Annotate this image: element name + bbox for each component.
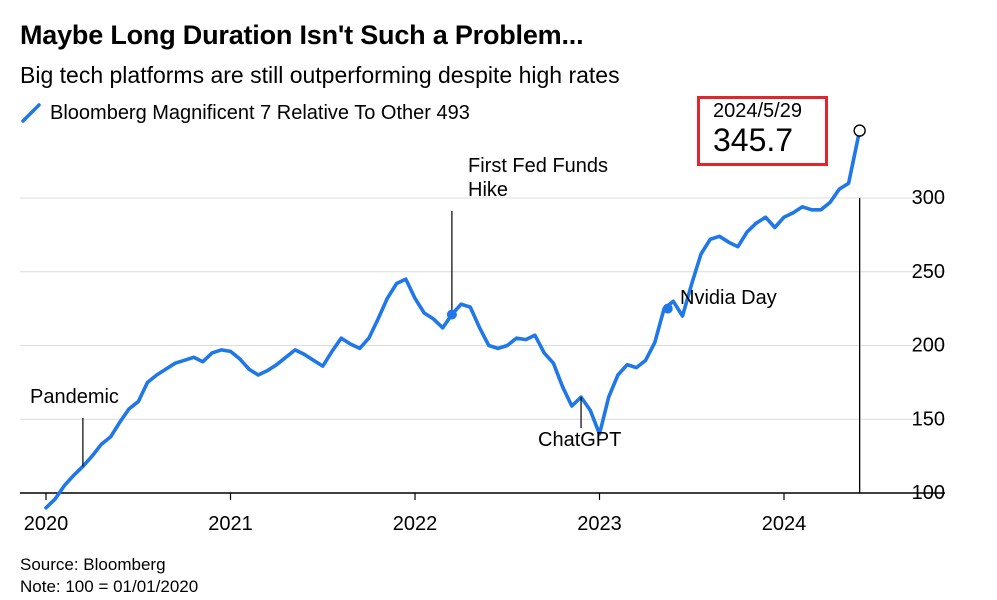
x-tick-label-2020: 2020 — [24, 513, 69, 535]
annotation-fed-hike-label-line2: Hike — [468, 179, 508, 201]
legend-label: Bloomberg Magnificent 7 Relative To Othe… — [50, 101, 470, 124]
annotation-fed-hike-label: First Fed Funds — [468, 155, 608, 177]
latest-value-callout: 2024/5/29 345.7 — [697, 96, 828, 166]
x-tick-label-2021: 2021 — [208, 513, 253, 535]
y-tick-label-150: 150 — [912, 408, 945, 430]
latest-value-marker — [853, 124, 866, 137]
annotation-fed-hike-marker — [446, 309, 457, 320]
callout-value: 345.7 — [713, 122, 794, 158]
y-tick-label-200: 200 — [912, 335, 945, 357]
annotation-nvidia-marker — [662, 303, 673, 314]
callout-date: 2024/5/29 — [713, 100, 802, 122]
x-tick-label-2024: 2024 — [762, 513, 807, 535]
source-note: Source: Bloomberg — [20, 555, 166, 574]
baseline-note: Note: 100 = 01/01/2020 — [20, 577, 199, 596]
chart-title: Maybe Long Duration Isn't Such a Problem… — [20, 20, 584, 50]
annotation-chatgpt-label: ChatGPT — [538, 429, 621, 451]
chart-subtitle: Big tech platforms are still outperformi… — [20, 62, 620, 88]
annotation-pandemic-label: Pandemic — [30, 386, 119, 408]
x-tick-label-2023: 2023 — [577, 513, 622, 535]
y-tick-label-250: 250 — [912, 261, 945, 283]
legend-line-icon — [21, 103, 41, 123]
x-tick-label-2022: 2022 — [393, 513, 438, 535]
y-tick-label-300: 300 — [912, 187, 945, 209]
annotation-nvidia-label: Nvidia Day — [680, 287, 777, 309]
legend: Bloomberg Magnificent 7 Relative To Othe… — [20, 101, 470, 125]
